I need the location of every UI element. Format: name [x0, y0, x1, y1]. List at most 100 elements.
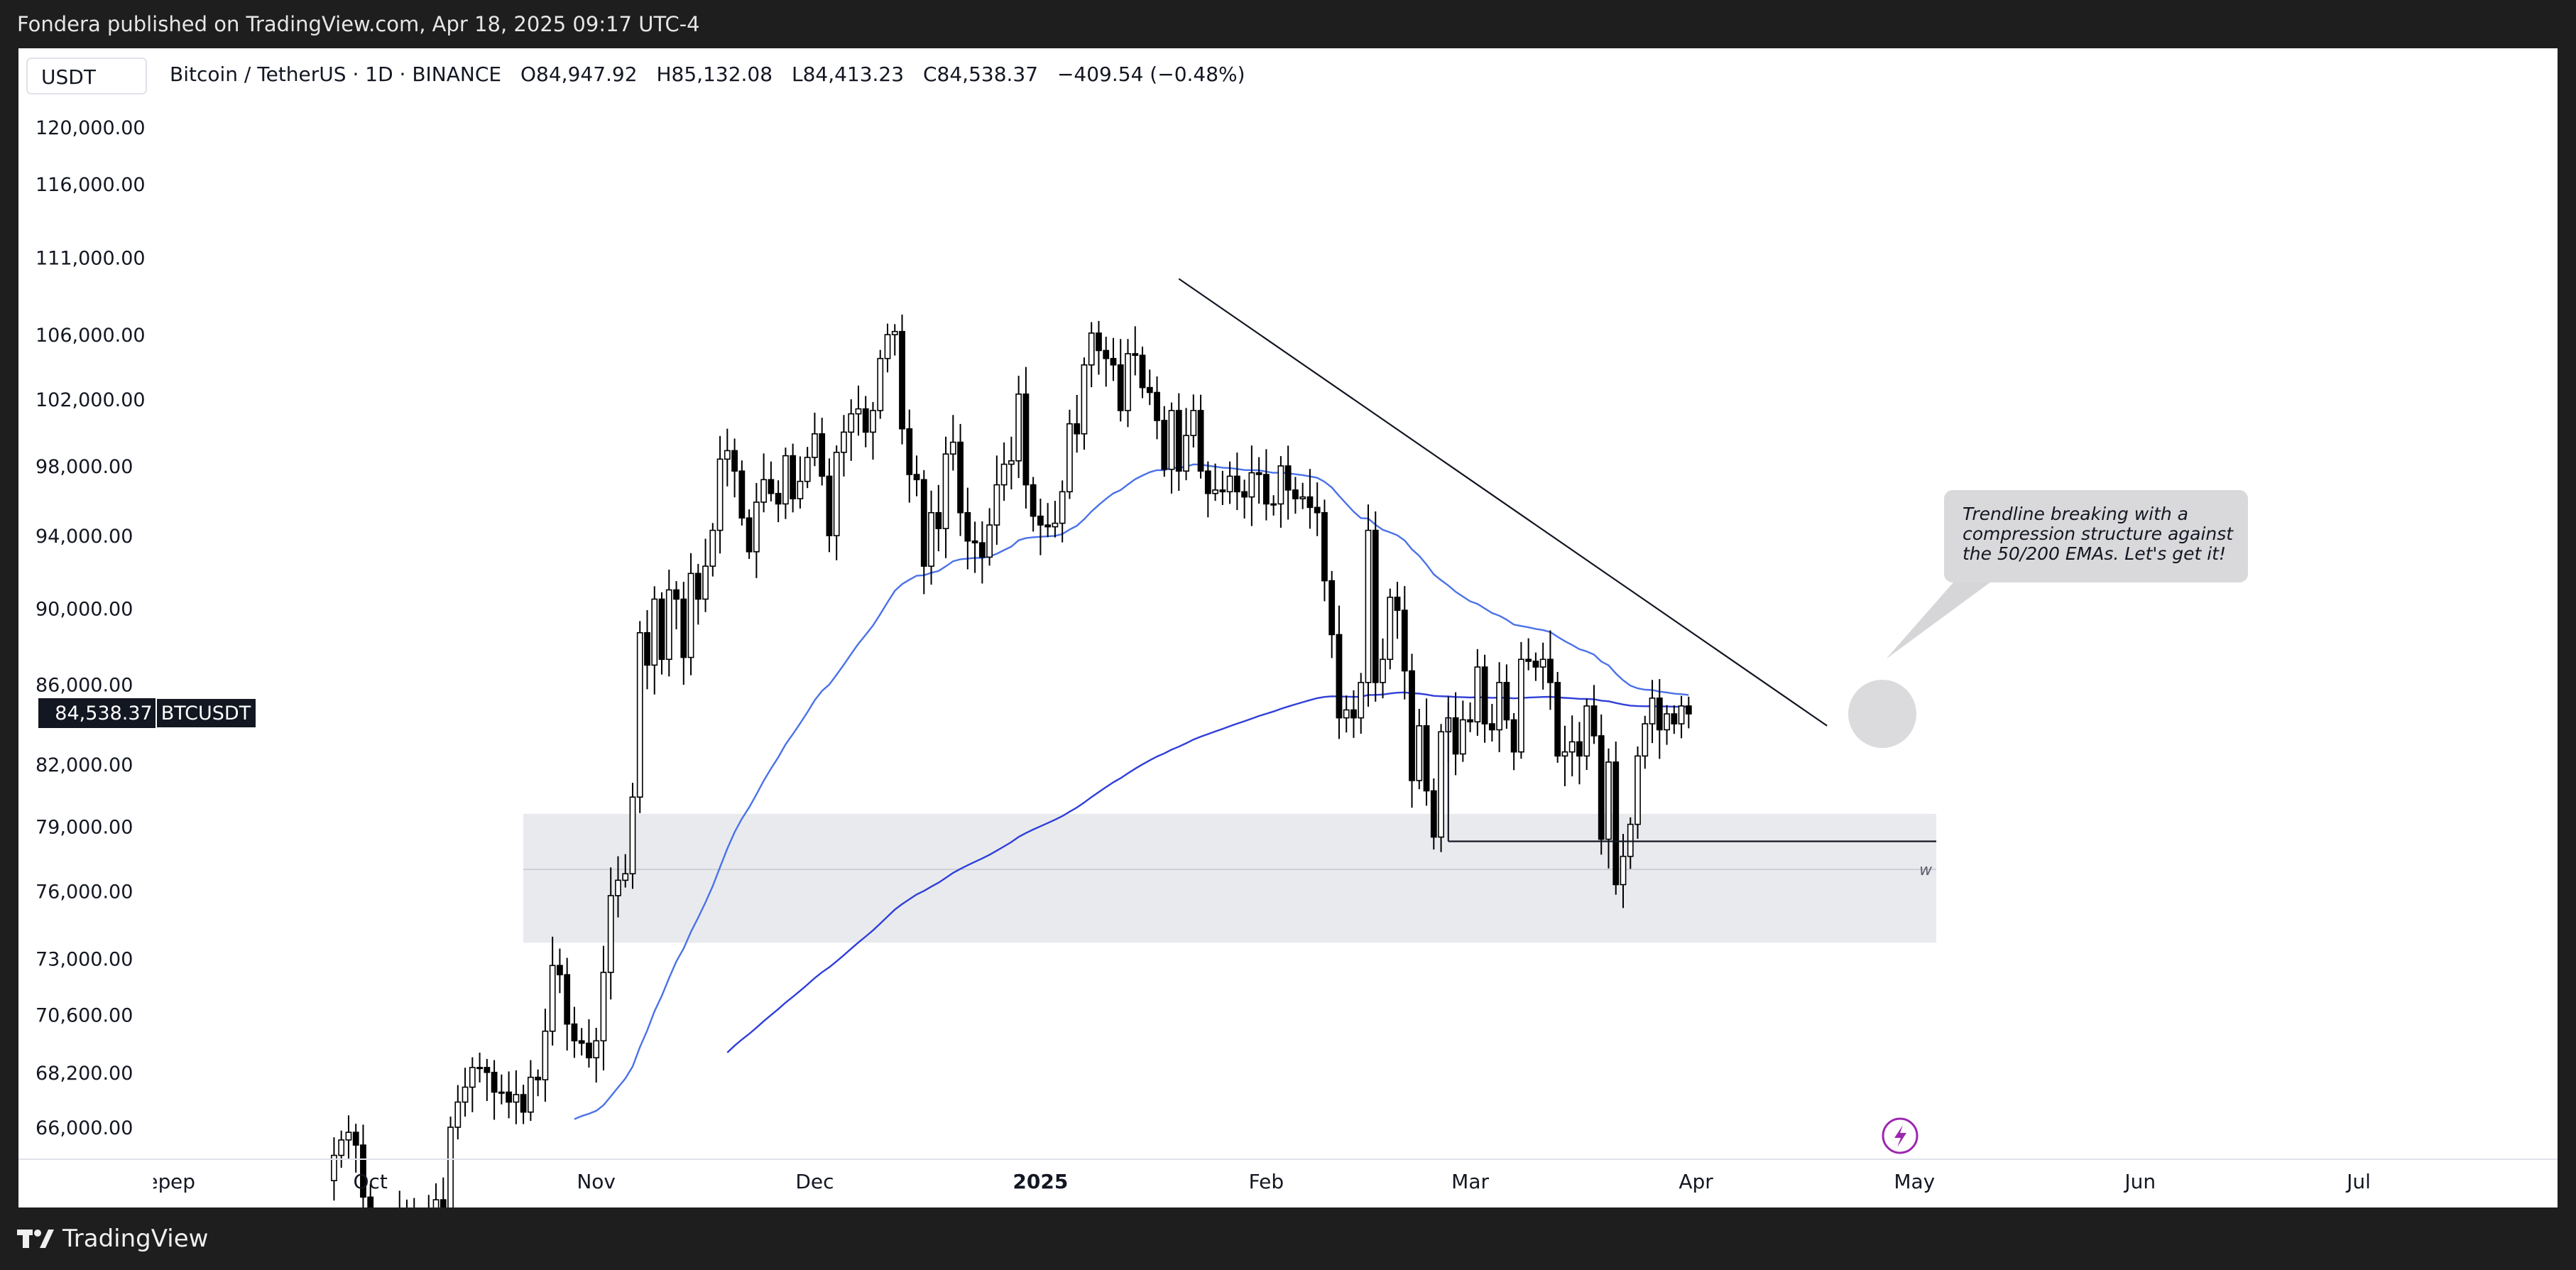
candle[interactable]: [1416, 708, 1423, 790]
candle[interactable]: [1306, 469, 1314, 529]
candle[interactable]: [1168, 402, 1175, 494]
candle[interactable]: [694, 563, 702, 625]
candle[interactable]: [768, 461, 775, 501]
candle[interactable]: [1219, 470, 1226, 505]
candle[interactable]: [345, 1115, 352, 1159]
candle[interactable]: [1510, 713, 1517, 771]
candle[interactable]: [1452, 692, 1459, 776]
candle[interactable]: [1459, 700, 1466, 762]
candle[interactable]: [1627, 817, 1634, 869]
candle[interactable]: [1328, 570, 1336, 658]
candle[interactable]: [1678, 695, 1685, 739]
candle[interactable]: [1503, 664, 1510, 729]
candle[interactable]: [1161, 406, 1168, 477]
candle[interactable]: [1532, 652, 1539, 681]
candle[interactable]: [593, 1028, 600, 1083]
candle[interactable]: [949, 415, 956, 471]
candle[interactable]: [738, 460, 746, 526]
candle[interactable]: [1146, 369, 1153, 406]
candle[interactable]: [920, 470, 927, 595]
candle[interactable]: [644, 609, 650, 690]
candle[interactable]: [862, 396, 869, 447]
candle[interactable]: [557, 948, 563, 994]
candle[interactable]: [658, 592, 665, 675]
candle[interactable]: [680, 582, 687, 685]
candle[interactable]: [986, 508, 993, 566]
candle[interactable]: [1226, 461, 1233, 504]
candle[interactable]: [935, 484, 942, 552]
candle[interactable]: [804, 447, 811, 489]
candle[interactable]: [404, 1199, 409, 1207]
candle[interactable]: [1015, 376, 1022, 478]
candle[interactable]: [1539, 642, 1546, 690]
candle[interactable]: [1284, 445, 1292, 520]
candle[interactable]: [891, 324, 898, 356]
candle[interactable]: [978, 521, 986, 584]
candle[interactable]: [629, 783, 636, 889]
candle[interactable]: [1125, 339, 1131, 428]
candle[interactable]: [1000, 442, 1008, 501]
candle[interactable]: [1132, 326, 1139, 376]
candle[interactable]: [622, 854, 629, 888]
candle[interactable]: [870, 402, 876, 460]
candle[interactable]: [1664, 705, 1670, 745]
candle[interactable]: [899, 314, 905, 445]
candle[interactable]: [826, 458, 833, 553]
currency-button[interactable]: [26, 58, 147, 94]
candle[interactable]: [607, 867, 614, 1000]
candle[interactable]: [1488, 703, 1495, 742]
candle[interactable]: [1117, 339, 1124, 422]
candle[interactable]: [506, 1071, 513, 1119]
candle[interactable]: [1685, 696, 1692, 729]
candle[interactable]: [1212, 463, 1218, 501]
candle[interactable]: [775, 480, 782, 523]
candle[interactable]: [1241, 479, 1248, 519]
candle[interactable]: [964, 487, 971, 570]
candle[interactable]: [367, 1183, 374, 1207]
candle[interactable]: [1321, 499, 1328, 602]
candle[interactable]: [454, 1085, 462, 1140]
candle[interactable]: [549, 936, 556, 1046]
candle[interactable]: [1096, 320, 1102, 375]
candle[interactable]: [440, 1177, 447, 1207]
candle[interactable]: [476, 1052, 483, 1082]
candle[interactable]: [906, 409, 913, 503]
candle[interactable]: [1190, 394, 1197, 447]
candle[interactable]: [1612, 742, 1620, 895]
candle[interactable]: [484, 1058, 491, 1102]
candle[interactable]: [352, 1124, 359, 1173]
candle[interactable]: [724, 428, 731, 487]
candle[interactable]: [731, 438, 738, 498]
candle[interactable]: [1620, 833, 1627, 908]
candle[interactable]: [797, 456, 804, 509]
candle[interactable]: [1183, 408, 1189, 481]
candle[interactable]: [819, 418, 826, 486]
candle[interactable]: [760, 453, 768, 513]
candle[interactable]: [331, 1137, 337, 1201]
price-chart[interactable]: w 120,000.00 116,000.00 111,000.00 106,000.…: [18, 48, 2558, 1207]
candle[interactable]: [1576, 722, 1583, 785]
candle[interactable]: [1248, 445, 1255, 526]
candle[interactable]: [498, 1074, 505, 1105]
candle[interactable]: [1343, 695, 1350, 733]
candle[interactable]: [753, 483, 760, 578]
candle[interactable]: [1401, 586, 1408, 700]
candle[interactable]: [716, 435, 724, 554]
candle[interactable]: [564, 957, 571, 1051]
support-zone[interactable]: [523, 813, 1937, 943]
candle[interactable]: [1262, 449, 1270, 521]
candle[interactable]: [1365, 504, 1372, 707]
candle[interactable]: [702, 538, 709, 612]
candle[interactable]: [1598, 714, 1605, 855]
candle[interactable]: [1358, 673, 1365, 734]
candle[interactable]: [855, 385, 862, 436]
candle[interactable]: [1044, 503, 1052, 538]
candle[interactable]: [1481, 654, 1488, 743]
candle[interactable]: [600, 945, 607, 1071]
candle[interactable]: [1088, 322, 1095, 388]
candle[interactable]: [1350, 690, 1357, 738]
candle[interactable]: [673, 581, 680, 629]
candle[interactable]: [1154, 376, 1160, 440]
candle[interactable]: [957, 423, 964, 536]
candle[interactable]: [942, 436, 949, 558]
